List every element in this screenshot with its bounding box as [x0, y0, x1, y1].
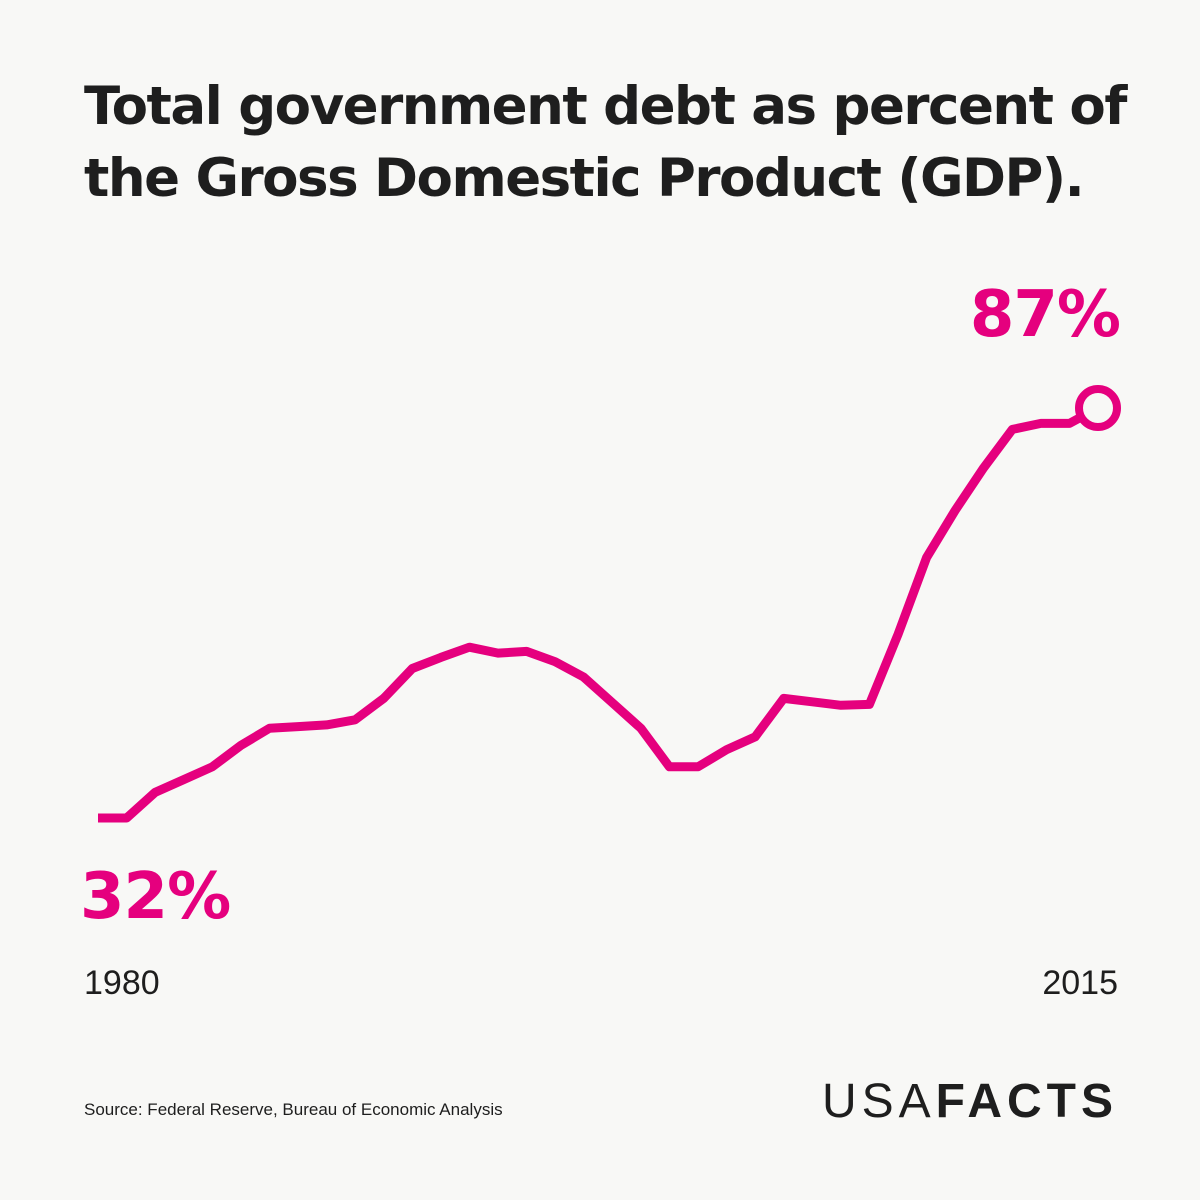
- x-axis-end-year: 2015: [1042, 964, 1118, 1002]
- logo-text-usa: USA: [821, 1075, 936, 1128]
- end-value-label: 87%: [969, 278, 1121, 352]
- source-note: Source: Federal Reserve, Bureau of Econo…: [84, 1100, 503, 1119]
- end-point-marker: [1075, 385, 1121, 431]
- chart-title-line-1: Total government debt as percent of: [84, 76, 1127, 137]
- start-value-label: 32%: [80, 860, 231, 934]
- plot-area: [98, 385, 1121, 823]
- x-axis-start-year: 1980: [84, 964, 160, 1002]
- chart-title-line-2: the Gross Domestic Product (GDP).: [84, 148, 1085, 209]
- series-line-0: [98, 404, 1101, 823]
- logo-text-facts: FACTS: [935, 1075, 1118, 1128]
- usafacts-logo: USAFACTS: [822, 1074, 1118, 1129]
